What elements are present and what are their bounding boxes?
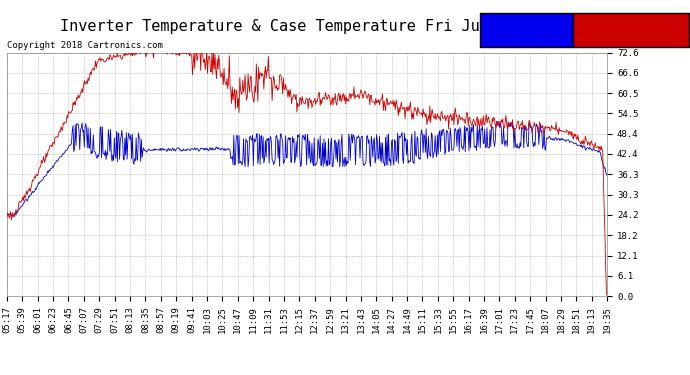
Text: Case  (°C): Case (°C)	[484, 26, 538, 34]
Text: Inverter Temperature & Case Temperature Fri Jun 8 20:07: Inverter Temperature & Case Temperature …	[59, 19, 562, 34]
Text: Copyright 2018 Cartronics.com: Copyright 2018 Cartronics.com	[7, 41, 163, 50]
Text: Inverter  (°C): Inverter (°C)	[578, 26, 653, 34]
